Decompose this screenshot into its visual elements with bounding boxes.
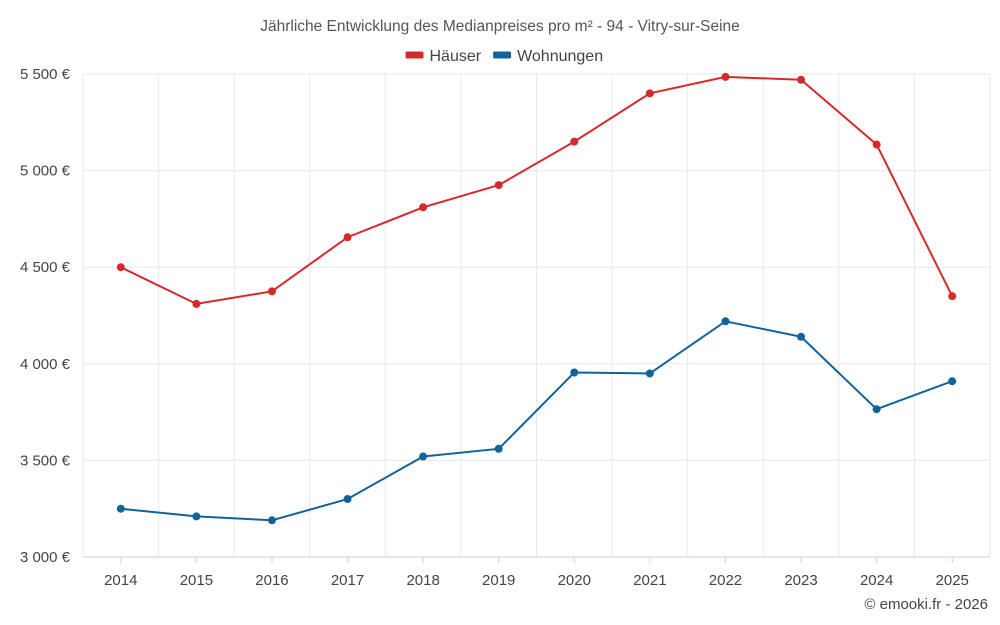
data-point[interactable] xyxy=(267,287,276,296)
data-point[interactable] xyxy=(948,377,957,386)
x-tick-label: 2022 xyxy=(709,572,742,589)
y-tick-label: 5 000 € xyxy=(20,163,71,180)
data-point[interactable] xyxy=(721,72,730,81)
legend-label: Wohnungen xyxy=(517,48,603,65)
x-tick-label: 2024 xyxy=(860,572,893,589)
x-tick-label: 2019 xyxy=(482,572,515,589)
data-point[interactable] xyxy=(192,512,201,521)
data-point[interactable] xyxy=(645,369,654,378)
series-0 xyxy=(116,72,957,308)
y-tick-label: 5 500 € xyxy=(20,66,71,83)
series-layer xyxy=(116,72,957,525)
data-point[interactable] xyxy=(570,137,579,146)
data-point[interactable] xyxy=(872,140,881,149)
y-tick-label: 3 000 € xyxy=(20,549,71,566)
data-point[interactable] xyxy=(343,233,352,242)
x-tick-label: 2020 xyxy=(558,572,591,589)
data-point[interactable] xyxy=(419,452,428,461)
x-tick-label: 2018 xyxy=(406,572,439,589)
data-point[interactable] xyxy=(494,181,503,190)
data-point[interactable] xyxy=(267,516,276,525)
x-tick-label: 2016 xyxy=(255,572,288,589)
chart-title: Jährliche Entwicklung des Medianpreises … xyxy=(260,18,740,35)
series-1 xyxy=(116,317,957,525)
data-point[interactable] xyxy=(721,317,730,326)
data-point[interactable] xyxy=(948,292,957,301)
legend[interactable]: Häuser Wohnungen xyxy=(405,48,604,65)
data-point[interactable] xyxy=(419,203,428,212)
y-tick-label: 4 500 € xyxy=(20,259,71,276)
series-line xyxy=(120,320,953,522)
legend-item[interactable]: Häuser xyxy=(405,48,482,65)
axes: 3 000 € 3 500 € 4 000 € 4 500 € 5 000 € 5 500… xyxy=(20,66,990,589)
grid xyxy=(82,73,991,557)
x-tick-label: 2025 xyxy=(936,572,969,589)
x-tick-label: 2021 xyxy=(633,572,666,589)
y-tick-label: 4 000 € xyxy=(20,356,71,373)
series-line xyxy=(120,75,954,305)
data-point[interactable] xyxy=(872,405,881,414)
legend-swatch xyxy=(493,51,512,59)
data-point[interactable] xyxy=(192,299,201,308)
legend-swatch xyxy=(405,51,424,59)
data-point[interactable] xyxy=(343,495,352,504)
x-tick-label: 2015 xyxy=(180,572,213,589)
data-point[interactable] xyxy=(570,368,579,377)
legend-label: Häuser xyxy=(430,48,482,65)
data-point[interactable] xyxy=(797,75,806,84)
data-point[interactable] xyxy=(797,332,806,341)
x-tick-label: 2017 xyxy=(331,572,364,589)
data-point[interactable] xyxy=(494,444,503,453)
data-point[interactable] xyxy=(116,504,125,513)
y-tick-label: 3 500 € xyxy=(20,452,71,469)
legend-item[interactable]: Wohnungen xyxy=(493,48,603,65)
x-tick-label: 2014 xyxy=(104,572,137,589)
x-tick-label: 2023 xyxy=(784,572,817,589)
data-point[interactable] xyxy=(645,89,654,98)
credit-label: © emooki.fr - 2026 xyxy=(864,596,988,613)
data-point[interactable] xyxy=(116,263,125,272)
